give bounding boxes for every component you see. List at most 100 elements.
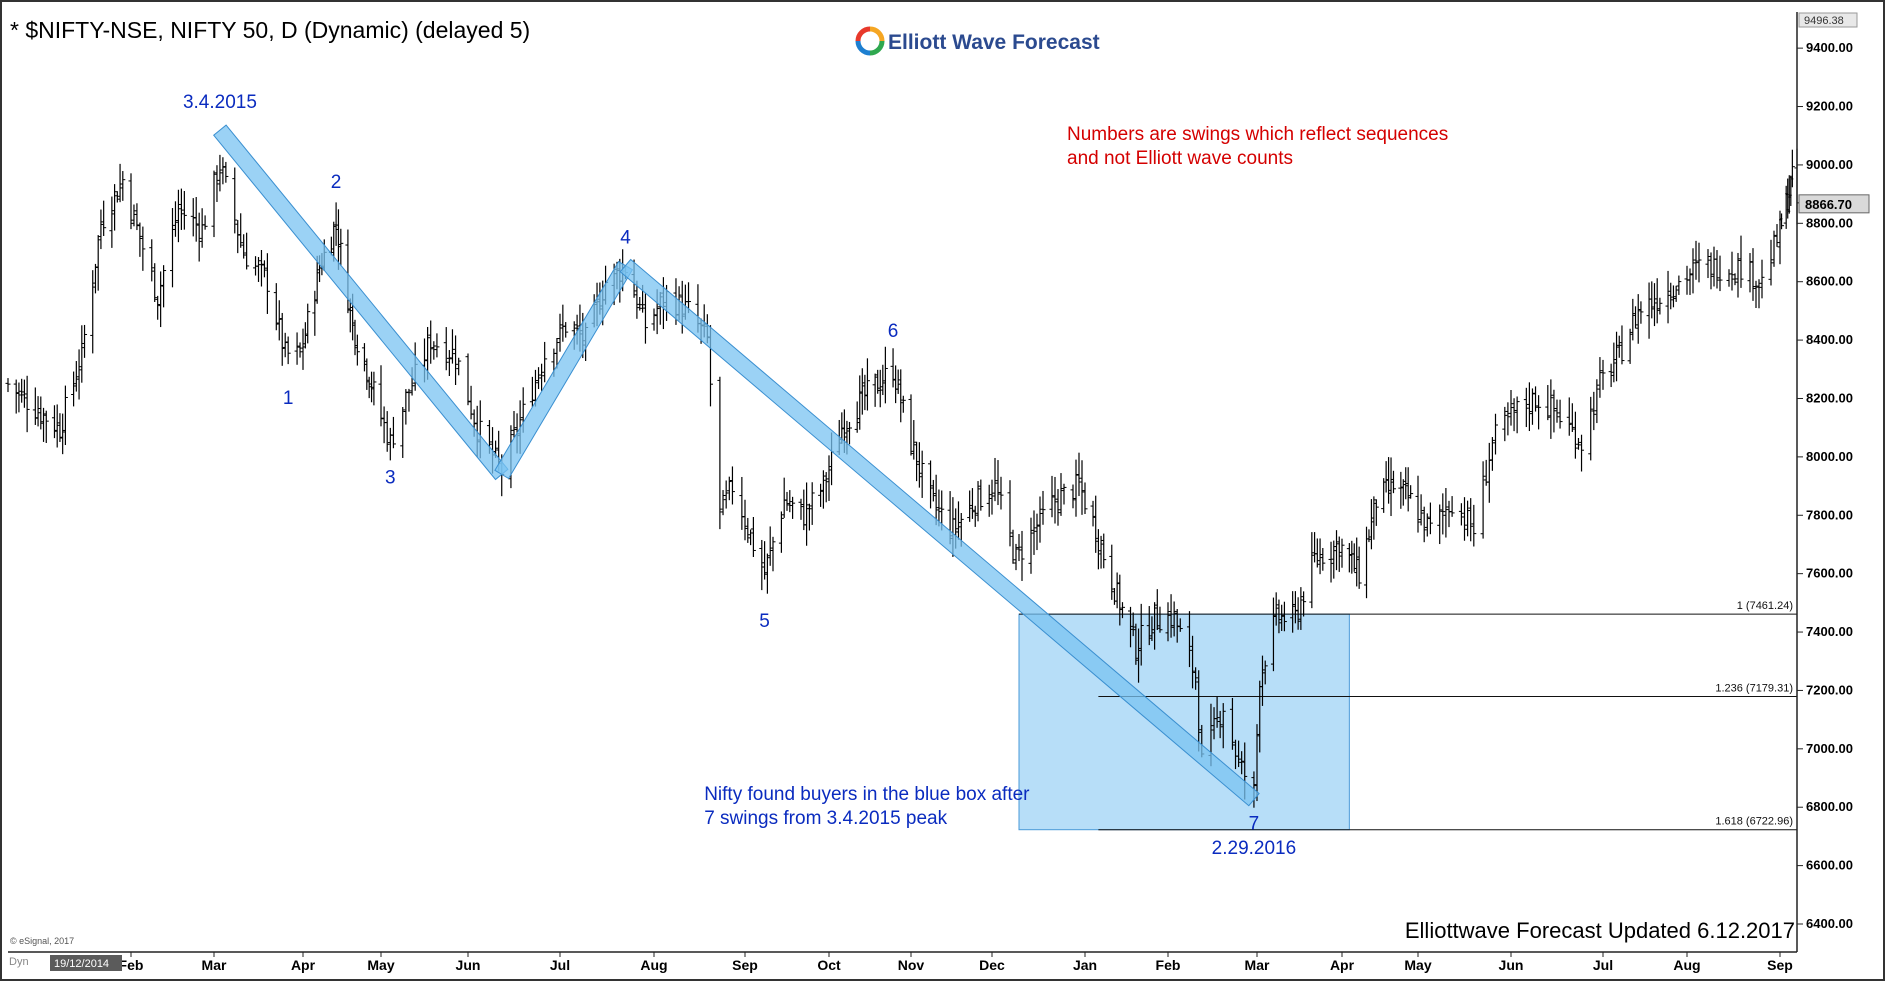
price-bar — [1771, 230, 1777, 267]
y-axis-tick-label: 6800.00 — [1806, 799, 1853, 814]
price-bar — [1750, 248, 1756, 301]
price-bar — [264, 253, 270, 314]
fib-level-label: 1.618 (6722.96) — [1715, 816, 1793, 828]
price-bar — [1616, 335, 1622, 358]
price-bar — [1657, 297, 1663, 315]
price-bar — [1317, 538, 1323, 575]
price-bar — [1687, 268, 1693, 295]
price-bar — [930, 479, 936, 502]
price-bar — [542, 341, 548, 383]
price-bar — [1186, 611, 1192, 668]
price-bar — [175, 189, 181, 243]
x-axis-tick-label: Dec — [979, 957, 1005, 973]
price-bar — [936, 489, 942, 527]
price-bar — [1052, 476, 1058, 524]
fib-level-label: 1 (7461.24) — [1737, 600, 1793, 612]
price-bar — [1471, 504, 1477, 547]
price-bar — [1034, 513, 1040, 551]
price-bar — [1177, 618, 1183, 632]
price-bar — [60, 413, 66, 455]
price-bar — [986, 484, 992, 517]
price-bar — [114, 191, 120, 203]
price-bar — [82, 324, 88, 358]
price-bar — [390, 416, 396, 449]
price-bar — [818, 483, 824, 507]
price-bar — [1101, 533, 1107, 569]
y-axis-tick-label: 7800.00 — [1806, 507, 1853, 522]
swing-labels-layer: 3.4.2015 1 2 3 4 5 6 7 2.29.2016 — [183, 92, 1296, 859]
price-bar — [916, 442, 922, 488]
price-bar — [371, 371, 377, 406]
y-axis-tick-label: 8800.00 — [1806, 215, 1853, 230]
price-bar — [155, 295, 161, 320]
price-bar — [261, 260, 267, 278]
price-bar — [273, 283, 279, 331]
x-axis-tick-label: Feb — [1156, 957, 1181, 973]
price-bar — [651, 308, 657, 331]
price-bar — [1295, 597, 1301, 630]
last-price-box — [1798, 194, 1870, 214]
price-bar — [1424, 513, 1430, 537]
price-bar — [13, 379, 19, 414]
price-bar — [1665, 270, 1671, 324]
price-bar — [778, 511, 784, 553]
price-bar — [90, 270, 96, 354]
price-bar — [1049, 475, 1055, 518]
price-bar — [1082, 482, 1088, 514]
note-blue-line: 7 swings from 3.4.2015 peak — [704, 808, 947, 829]
price-bar — [767, 526, 773, 566]
price-bar — [882, 346, 888, 404]
price-bar — [1254, 724, 1260, 802]
price-bar — [634, 280, 640, 319]
price-bar — [804, 482, 810, 546]
price-bar — [1229, 697, 1235, 750]
top-value-label: 9496.38 — [1804, 15, 1844, 27]
price-bar — [384, 411, 390, 452]
price-bar — [764, 553, 770, 594]
price-bar — [1789, 149, 1795, 188]
price-bar — [1651, 283, 1657, 327]
y-axis-tick-label: 8000.00 — [1806, 449, 1853, 464]
price-bar — [1157, 606, 1163, 633]
price-bar — [170, 208, 175, 288]
price-bar — [539, 363, 545, 391]
price-bar — [969, 488, 975, 519]
channels-layer — [212, 124, 1260, 807]
price-bar — [1717, 255, 1723, 292]
price-bar — [1171, 601, 1177, 637]
price-bar — [24, 375, 30, 433]
price-bar — [1614, 331, 1620, 382]
y-axis-tick-label: 8200.00 — [1806, 390, 1853, 405]
price-bar — [1511, 398, 1517, 432]
price-bar — [1418, 494, 1424, 526]
price-bar — [38, 396, 44, 430]
price-bar — [1390, 470, 1396, 494]
price-bar — [1654, 278, 1660, 324]
price-bar — [908, 394, 914, 456]
price-bar — [1421, 506, 1427, 543]
price-bar — [1588, 396, 1594, 461]
price-bar — [1569, 403, 1575, 433]
price-bar — [1526, 382, 1532, 432]
price-bar — [742, 499, 748, 541]
x-axis-tick-label: Mar — [1245, 957, 1270, 973]
wave-channel — [494, 260, 634, 480]
price-bar — [456, 357, 462, 376]
price-bar — [1756, 279, 1762, 309]
price-bar — [1309, 532, 1315, 609]
price-bar — [1259, 655, 1265, 706]
price-bar — [431, 341, 437, 360]
price-bar — [1708, 252, 1714, 290]
price-bar — [723, 480, 729, 509]
x-axis-tick-label: May — [367, 957, 394, 973]
y-axis-tick-label: 8600.00 — [1806, 274, 1853, 289]
price-bar — [1633, 306, 1639, 329]
price-bar — [465, 353, 471, 406]
price-bar — [1630, 298, 1636, 341]
price-bar — [232, 167, 238, 234]
price-bar — [919, 450, 925, 498]
price-bar — [258, 249, 264, 287]
price-bar — [428, 320, 434, 364]
price-bar — [62, 385, 68, 446]
